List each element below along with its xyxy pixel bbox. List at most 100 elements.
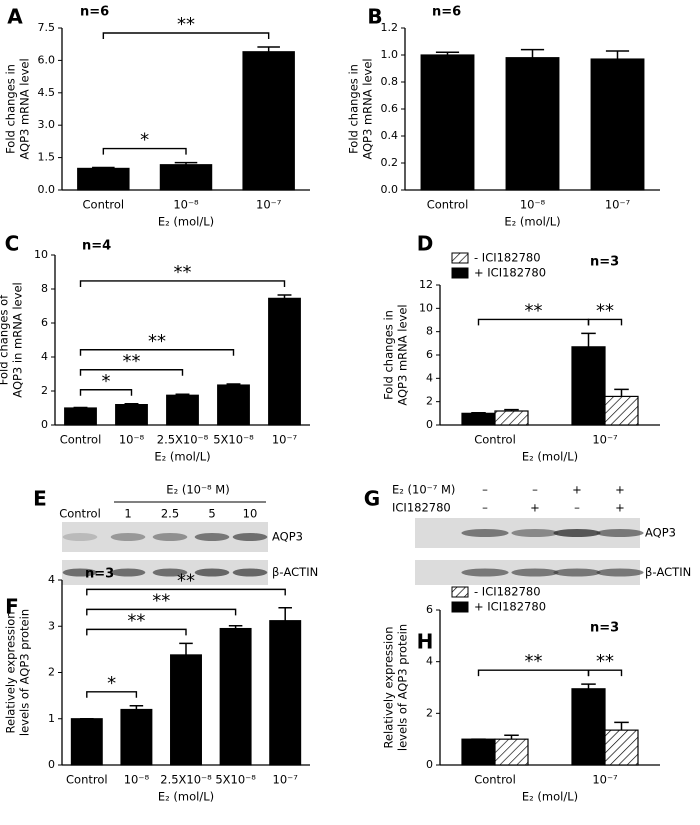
bar: [77, 167, 130, 191]
x-tick-label: 10⁻⁷: [605, 198, 631, 212]
panel-letter: G: [364, 487, 380, 511]
error-bar: [471, 412, 486, 414]
y-axis-label: Relatively expression: [382, 626, 396, 748]
significance-label: **: [148, 331, 166, 352]
y-tick-label: 6: [41, 316, 48, 329]
panel-letter: E: [33, 487, 47, 511]
row-label: AQP3: [272, 530, 303, 544]
bar: [217, 384, 250, 426]
y-axis-label: Fold changes in: [382, 310, 396, 400]
bar: [461, 412, 496, 426]
sample-size: n=3: [85, 567, 114, 582]
y-axis-label: levels of AQP3 protein: [396, 624, 410, 751]
bar: [268, 297, 301, 426]
blot-band: [110, 533, 146, 541]
significance-bracket: [86, 608, 237, 616]
significance-bracket: [79, 369, 184, 376]
significance-label: *: [107, 673, 116, 694]
panel-letter: H: [417, 630, 434, 654]
legend-label: - ICI182780: [474, 251, 541, 265]
y-tick-label: 1.0: [381, 48, 399, 61]
bar: [604, 395, 639, 426]
x-tick-label: Control: [474, 433, 516, 447]
legend-swatch: [451, 267, 469, 279]
y-tick-label: 6: [426, 348, 433, 361]
x-tick-label: 10⁻⁷: [592, 433, 618, 447]
bar: [420, 54, 475, 191]
x-tick-label: 10⁻⁷: [273, 773, 299, 787]
blot-band: [461, 529, 509, 537]
sample-size: n=6: [432, 5, 461, 20]
sample-size: n=3: [590, 621, 619, 636]
error-bar: [174, 161, 198, 165]
panel-letter: B: [367, 5, 382, 29]
y-tick-label: 6: [426, 603, 433, 616]
significance-bracket: [102, 147, 187, 155]
significance-label: **: [525, 651, 543, 672]
error-bar: [179, 642, 193, 655]
error-bar: [278, 607, 292, 621]
significance-label: **: [177, 14, 195, 35]
x-tick-label: Control: [427, 198, 469, 212]
blot-band: [553, 568, 601, 577]
y-tick-label: 0.0: [38, 183, 56, 196]
legend-swatch: [451, 252, 469, 264]
significance-label: *: [140, 130, 149, 151]
x-axis-label: E₂ (mol/L): [504, 215, 560, 229]
significance-bracket: [79, 389, 133, 396]
bar: [166, 394, 199, 426]
legend-swatch: [451, 601, 469, 613]
y-tick-label: 10: [419, 301, 433, 314]
y-axis-label: AQP3 mRNA level: [396, 304, 410, 405]
y-tick-label: 4: [48, 573, 55, 586]
x-tick-label: Control: [83, 198, 125, 212]
y-tick-label: 0: [426, 418, 433, 431]
error-bar: [129, 705, 144, 710]
y-tick-label: 10: [34, 248, 48, 261]
bar: [115, 404, 148, 426]
y-axis-label: Fold changes in: [347, 64, 361, 154]
y-axis-label: Fold changes of: [0, 294, 11, 385]
condition-name: ICI182780: [392, 501, 451, 515]
error-bar: [73, 406, 88, 409]
y-tick-label: 1.2: [381, 21, 399, 34]
blot-band: [194, 533, 230, 541]
y-tick-label: 2: [426, 395, 433, 408]
blot-band: [511, 568, 559, 577]
y-tick-label: 8: [426, 325, 433, 338]
error-bar: [228, 625, 243, 629]
significance-bracket: [86, 628, 187, 636]
significance-bracket: [587, 318, 623, 326]
condition-sign: –: [532, 483, 538, 497]
error-bar: [605, 50, 630, 60]
condition-sign: –: [482, 501, 488, 515]
legend-label: + ICI182780: [474, 266, 546, 280]
y-tick-label: 2: [48, 666, 55, 679]
y-tick-label: 0.2: [381, 156, 399, 169]
bar: [120, 708, 153, 766]
significance-label: **: [174, 262, 192, 283]
y-tick-label: 8: [41, 282, 48, 295]
bar: [64, 407, 97, 426]
lane-label: 1: [124, 507, 131, 521]
y-axis-label: AQP3 in mRNA level: [11, 282, 25, 397]
y-tick-label: 1.5: [38, 151, 56, 164]
x-tick-label: 10⁻⁷: [256, 198, 282, 212]
significance-label: **: [177, 570, 195, 591]
blot-band: [596, 529, 644, 537]
significance-bracket: [79, 349, 235, 356]
error-bar: [504, 734, 519, 740]
sample-size: n=3: [590, 255, 619, 270]
condition-sign: +: [615, 483, 625, 497]
significance-bracket: [79, 280, 286, 287]
y-tick-label: 6.0: [38, 53, 56, 66]
y-tick-label: 4: [426, 371, 433, 384]
y-tick-label: 0.8: [381, 75, 399, 88]
x-tick-label: 10⁻⁸: [173, 198, 199, 212]
x-tick-label: 10⁻⁸: [124, 773, 150, 787]
row-label: AQP3: [645, 526, 676, 540]
x-axis-label: E₂ (mol/L): [158, 215, 214, 229]
x-tick-label: 10⁻⁷: [592, 773, 618, 787]
blot-band: [596, 568, 644, 577]
error-bar: [277, 294, 292, 299]
